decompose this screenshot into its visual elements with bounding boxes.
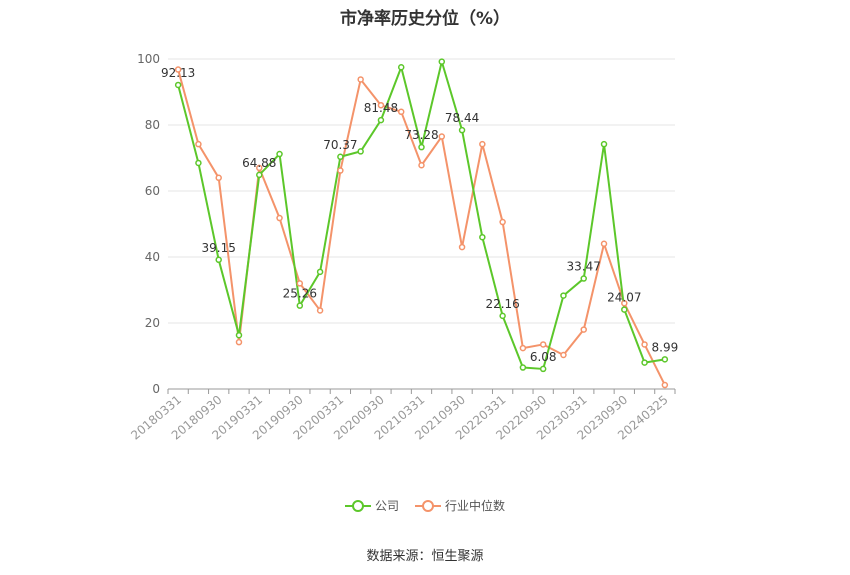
chart-title: 市净率历史分位（%） [339, 9, 511, 29]
data-point-industry-median [174, 66, 182, 73]
y-tick-label: 40 [145, 250, 160, 264]
data-point-industry-median [560, 351, 567, 359]
data-point-company [479, 233, 486, 241]
data-point-industry-median [377, 101, 385, 109]
data-point-industry-median [397, 108, 405, 116]
legend-swatch-industry-median [415, 499, 441, 513]
data-label: 92.13 [161, 66, 195, 80]
data-point-company [337, 153, 344, 161]
data-point-company [235, 331, 243, 339]
data-point-company [296, 302, 304, 309]
grid-lines [168, 58, 675, 324]
data-point-company [458, 126, 466, 134]
data-point-industry-median [276, 214, 283, 222]
data-label: 78.44 [445, 111, 479, 125]
legend-label-industry-median: 行业中位数 [445, 499, 506, 513]
data-point-industry-median [519, 344, 527, 352]
data-point-company [174, 81, 182, 89]
data-point-company [195, 159, 202, 167]
legend-swatch-company [344, 499, 371, 513]
data-label: 39.15 [202, 241, 236, 255]
data-point-company [215, 256, 222, 264]
data-point-company [357, 148, 364, 155]
data-label: 24.07 [607, 291, 641, 305]
data-point-industry-median [195, 140, 202, 148]
data-point-company [276, 150, 283, 158]
data-point-company [519, 364, 527, 371]
y-tick-label: 80 [145, 118, 160, 132]
data-point-company [621, 306, 628, 313]
x-axis: 2018033120180930201903312019093020200331… [128, 388, 676, 443]
data-point-industry-median [641, 341, 648, 348]
data-point-industry-median [296, 280, 304, 287]
data-point-industry-median [600, 240, 608, 248]
data-point-industry-median [418, 162, 425, 169]
data-point-company [397, 64, 405, 71]
legend-item-industry-median[interactable]: 行业中位数 [415, 497, 505, 514]
data-point-industry-median [235, 338, 243, 346]
data-point-company [377, 116, 385, 124]
data-label: 81.48 [364, 101, 398, 115]
data-point-industry-median [580, 326, 587, 333]
data-label: 73.28 [404, 128, 438, 142]
data-label: 25.26 [283, 287, 317, 301]
legend-item-company[interactable]: 公司 [344, 497, 399, 514]
data-point-industry-median [438, 133, 446, 140]
y-tick-label: 20 [145, 316, 160, 330]
data-label: 6.08 [530, 350, 557, 364]
y-axis: 0 20 40 60 80 100 [137, 52, 160, 396]
series-points [174, 58, 669, 389]
data-point-company [256, 171, 263, 179]
data-point-company [560, 292, 567, 299]
data-point-industry-median [256, 164, 263, 172]
data-label: 70.37 [323, 138, 357, 152]
legend-label-company: 公司 [374, 499, 399, 513]
data-label: 33.47 [567, 260, 601, 274]
legend: 公司 行业中位数 [0, 497, 850, 514]
data-label: 8.99 [652, 340, 679, 354]
data-point-industry-median [499, 218, 506, 226]
data-point-industry-median [316, 307, 324, 314]
data-point-company [641, 359, 648, 366]
data-point-company [580, 275, 587, 282]
data-point-industry-median [215, 174, 222, 182]
data-point-company [600, 140, 608, 148]
data-point-industry-median [479, 140, 486, 148]
data-label: 22.16 [485, 297, 519, 311]
data-point-company [539, 365, 547, 373]
data-point-company [316, 268, 324, 276]
y-tick-label: 60 [145, 184, 160, 198]
data-point-industry-median [458, 243, 466, 251]
data-labels: 92.13 39.15 64.88 25.26 70.37 81.48 73.28 78.44… [161, 66, 678, 364]
data-point-industry-median [539, 341, 547, 348]
data-point-industry-median [661, 381, 669, 389]
data-point-industry-median [357, 76, 364, 83]
data-label: 64.88 [242, 156, 276, 170]
data-point-company [438, 58, 446, 65]
data-point-company [499, 312, 506, 320]
source-note: 数据来源：恒生聚源 [366, 549, 484, 564]
data-point-industry-median [337, 167, 344, 174]
y-tick-label: 0 [152, 382, 160, 396]
y-tick-label: 100 [137, 52, 160, 66]
data-point-industry-median [621, 299, 628, 307]
data-point-company [661, 356, 669, 363]
series-lines [177, 60, 666, 386]
data-point-company [418, 143, 425, 151]
